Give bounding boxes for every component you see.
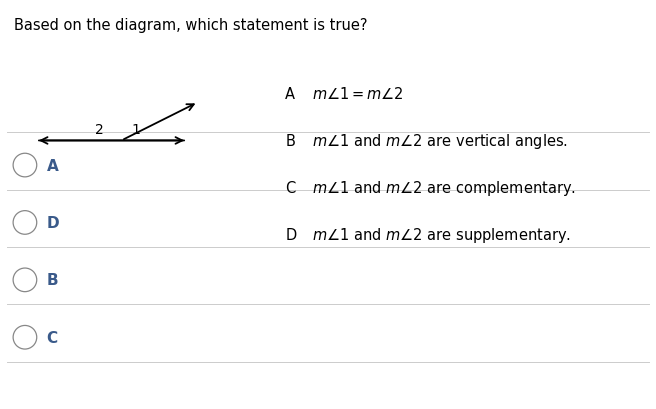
Text: A: A — [285, 87, 295, 101]
Text: $m\angle1$ and $m\angle2$ are supplementary.: $m\angle1$ and $m\angle2$ are supplement… — [312, 226, 571, 245]
Text: Based on the diagram, which statement is true?: Based on the diagram, which statement is… — [14, 18, 368, 34]
Text: B: B — [285, 134, 295, 148]
Text: 2: 2 — [95, 123, 104, 137]
Text: C: C — [285, 181, 296, 196]
Text: A: A — [47, 158, 58, 173]
Text: D: D — [285, 228, 297, 243]
Text: 1: 1 — [131, 123, 140, 137]
Text: C: C — [47, 330, 58, 345]
Text: $m\angle1$ and $m\angle2$ are vertical angles.: $m\angle1$ and $m\angle2$ are vertical a… — [312, 132, 567, 151]
Text: $m\angle1 = m\angle2$: $m\angle1 = m\angle2$ — [312, 86, 403, 102]
Text: $m\angle1$ and $m\angle2$ are complementary.: $m\angle1$ and $m\angle2$ are complement… — [312, 179, 575, 198]
Text: B: B — [47, 273, 58, 288]
Text: D: D — [47, 216, 59, 230]
